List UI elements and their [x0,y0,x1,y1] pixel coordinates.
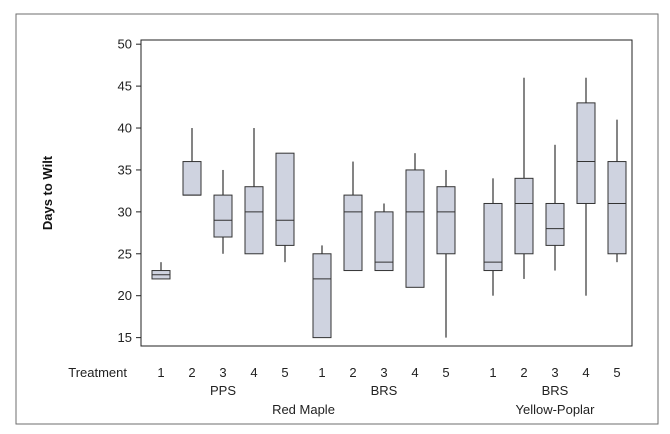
box-group-2-treatment-4 [576,77,596,296]
x-axis-labels: 1 2 3 4 5 PPS 1 2 3 4 5 BRS 1 2 3 4 5 BRS Red Maple Yellow-… [157,365,620,417]
box-group-1-treatment-3 [374,203,394,272]
box-series [151,77,627,339]
treatment-row-label: Treatment [68,365,127,380]
treatment-label: 1 [157,365,164,380]
iqr-box [405,169,425,288]
box-group-0-treatment-4 [244,128,264,255]
iqr-box [374,211,394,272]
box-group-1-treatment-1 [312,245,332,339]
box-group-2-treatment-2 [514,77,534,279]
iqr-box [312,253,332,339]
box-group-1-treatment-5 [436,169,456,338]
treatment-label: 5 [281,365,288,380]
treatment-label: 4 [411,365,418,380]
treatment-label: 5 [442,365,449,380]
y-tick-label: 25 [118,246,132,261]
iqr-box [545,202,565,246]
box-group-2-treatment-3 [545,144,565,271]
subgroup-label: BRS [542,383,569,398]
treatment-label: 2 [349,365,356,380]
iqr-box [244,186,264,255]
treatment-label: 2 [188,365,195,380]
box-group-2-treatment-1 [483,178,503,296]
iqr-box [275,152,295,246]
y-tick-label: 15 [118,330,132,345]
iqr-box [436,186,456,255]
treatment-label: 3 [380,365,387,380]
box-group-1-treatment-4 [405,153,425,288]
iqr-box [514,177,534,255]
box-group-1-treatment-2 [343,161,363,272]
y-axis-title: Days to Wilt [40,155,55,230]
iqr-box [343,194,363,272]
y-tick-label: 40 [118,121,132,136]
treatment-label: 4 [250,365,257,380]
iqr-box [483,202,503,272]
treatment-label: 3 [551,365,558,380]
treatment-label: 3 [219,365,226,380]
species-label: Yellow-Poplar [515,402,595,417]
treatment-label: 1 [489,365,496,380]
box-group-0-treatment-1 [151,262,171,280]
treatment-label: 2 [520,365,527,380]
plot-area-frame [140,39,633,347]
y-tick-label: 45 [118,79,132,94]
box-group-2-treatment-5 [607,119,627,263]
y-tick-label: 30 [118,204,132,219]
y-axis: 15 20 25 30 35 40 45 50 [118,37,141,345]
y-tick-label: 20 [118,288,132,303]
subgroup-label: PPS [210,383,236,398]
treatment-label: 4 [582,365,589,380]
figure-frame [15,13,659,425]
iqr-box [213,194,233,238]
iqr-box [182,161,202,196]
box-group-0-treatment-2 [182,128,202,196]
species-label: Red Maple [272,402,335,417]
treatment-label: 1 [318,365,325,380]
box-group-0-treatment-3 [213,169,233,254]
subgroup-label: BRS [371,383,398,398]
y-tick-label: 50 [118,37,132,52]
treatment-label: 5 [613,365,620,380]
iqr-box [607,161,627,255]
y-tick-label: 35 [118,162,132,177]
iqr-box [576,102,596,204]
box-group-0-treatment-5 [275,152,295,263]
